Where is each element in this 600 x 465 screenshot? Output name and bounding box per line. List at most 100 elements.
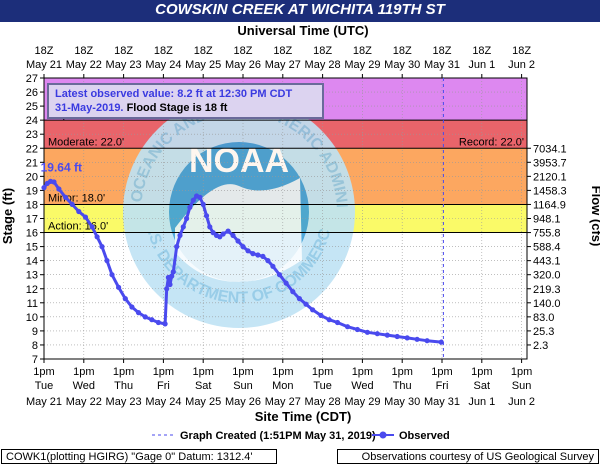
- x-tick-date: May 24: [145, 396, 181, 408]
- x-tick-day: Sun: [512, 380, 532, 392]
- observed-point: [276, 272, 283, 278]
- observed-point: [318, 312, 324, 318]
- observed-point: [187, 204, 193, 210]
- observed-point: [116, 284, 122, 290]
- x-top-tick-date: May 27: [265, 59, 301, 71]
- observed-point: [240, 244, 246, 250]
- y-tick-label: 13: [26, 270, 38, 282]
- x-top-tick-time: 18Z: [114, 45, 133, 57]
- flow-tick-label: 140.0: [533, 298, 561, 310]
- x-top-tick-date: May 23: [106, 59, 142, 71]
- x-tick-date: Jun 2: [508, 396, 535, 408]
- chart-title: COWSKIN CREEK AT WICHITA 119TH ST: [155, 1, 445, 18]
- observed-point: [203, 213, 210, 219]
- y-tick-label: 15: [26, 242, 38, 254]
- axis-titles: Universal Time (UTC) Site Time (CDT) Sta…: [0, 23, 600, 424]
- latest-value-box: Latest observed value: 8.2 ft at 12:30 P…: [47, 83, 324, 119]
- observed-point: [354, 326, 360, 333]
- flow-tick-label: 588.4: [533, 242, 561, 254]
- x-tick-date: May 30: [384, 396, 420, 408]
- flow-tick-label: 25.3: [533, 326, 554, 338]
- observed-point: [56, 186, 62, 192]
- observed-point: [220, 231, 226, 237]
- y-tick-label: 19: [26, 185, 38, 197]
- y-tick-label: 17: [26, 214, 38, 226]
- y-tick-label: 25: [26, 101, 38, 113]
- x-tick-day: Wed: [73, 380, 95, 392]
- flow-tick-label: 755.8: [533, 228, 561, 240]
- observed-point: [51, 179, 57, 185]
- observed-point: [270, 263, 276, 269]
- flow-tick-label: 2.3: [533, 340, 548, 352]
- x-top-tick-time: 18Z: [273, 45, 292, 57]
- threshold-label-action: Action: 16.0': [48, 221, 108, 233]
- right-axis-title: Flow (cfs): [589, 186, 600, 247]
- observed-point: [207, 224, 213, 230]
- observed-point: [76, 208, 82, 215]
- x-tick-time: 1pm: [312, 366, 333, 378]
- observed-point: [255, 252, 261, 258]
- x-tick-date: May 22: [66, 396, 102, 408]
- x-tick-time: 1pm: [272, 366, 293, 378]
- observed-point: [162, 321, 168, 327]
- observed-point: [290, 289, 296, 295]
- observed-point: [326, 317, 332, 323]
- x-tick-time: 1pm: [511, 366, 532, 378]
- observed-point: [225, 228, 231, 234]
- observed-point: [344, 324, 351, 330]
- x-tick-day: Sat: [474, 380, 491, 392]
- observed-point: [283, 280, 289, 286]
- observed-point: [197, 194, 203, 200]
- x-tick-time: 1pm: [232, 366, 253, 378]
- observed-point: [149, 317, 155, 323]
- observed-point: [104, 258, 110, 264]
- observed-point: [230, 232, 236, 238]
- x-top-tick-date: Jun 2: [508, 59, 535, 71]
- x-tick-date: May 21: [26, 396, 62, 408]
- x-tick-time: 1pm: [352, 366, 373, 378]
- latest-value-date: 31-May-2019.: [55, 102, 124, 114]
- x-top-tick-time: 18Z: [35, 45, 54, 57]
- x-tick-day: Fri: [436, 380, 449, 392]
- x-tick-time: 1pm: [192, 366, 213, 378]
- x-tick-date: May 23: [106, 396, 142, 408]
- observed-point: [310, 307, 316, 313]
- observed-point: [170, 269, 176, 275]
- x-top-tick-time: 18Z: [74, 45, 93, 57]
- observed-point: [135, 310, 142, 316]
- y-tick-label: 21: [26, 157, 38, 169]
- left-axis-title: Stage (ft): [0, 188, 15, 244]
- flow-tick-label: 320.0: [533, 270, 561, 282]
- y-tick-label: 11: [27, 298, 38, 310]
- observed-point: [184, 215, 190, 222]
- y-tick-label: 18: [26, 199, 38, 211]
- x-top-tick-date: May 25: [185, 59, 221, 71]
- x-tick-time: 1pm: [153, 366, 174, 378]
- observed-point: [334, 319, 341, 326]
- x-tick-day: Thu: [393, 380, 412, 392]
- observed-point: [142, 314, 148, 320]
- observed-point: [424, 338, 430, 344]
- observed-point: [164, 286, 170, 292]
- observed-point: [374, 331, 380, 337]
- x-tick-date: May 31: [424, 396, 460, 408]
- observed-point: [109, 272, 115, 278]
- x-top-tick-date: May 21: [26, 59, 62, 71]
- x-top-tick-date: May 22: [66, 59, 102, 71]
- record-label: Record: 22.0': [459, 136, 524, 148]
- x-top-tick-time: 18Z: [194, 45, 213, 57]
- x-top-tick-time: 18Z: [353, 45, 372, 57]
- y-tick-label: 23: [26, 129, 38, 141]
- x-top-tick-time: 18Z: [234, 45, 253, 57]
- x-tick-time: 1pm: [73, 366, 94, 378]
- flow-tick-label: 2120.1: [533, 171, 567, 183]
- top-axis-title: Universal Time (UTC): [237, 23, 368, 38]
- x-tick-day: Sat: [195, 380, 212, 392]
- noaa-logo-text: NOAA: [189, 142, 289, 180]
- x-top-tick-time: 18Z: [433, 45, 452, 57]
- x-tick-time: 1pm: [33, 366, 54, 378]
- flood-stage-text: Flood Stage is 18 ft: [126, 102, 228, 114]
- x-top-tick-time: 18Z: [472, 45, 491, 57]
- x-top-tick-time: 18Z: [313, 45, 332, 57]
- flow-tick-label: 1164.9: [533, 199, 566, 211]
